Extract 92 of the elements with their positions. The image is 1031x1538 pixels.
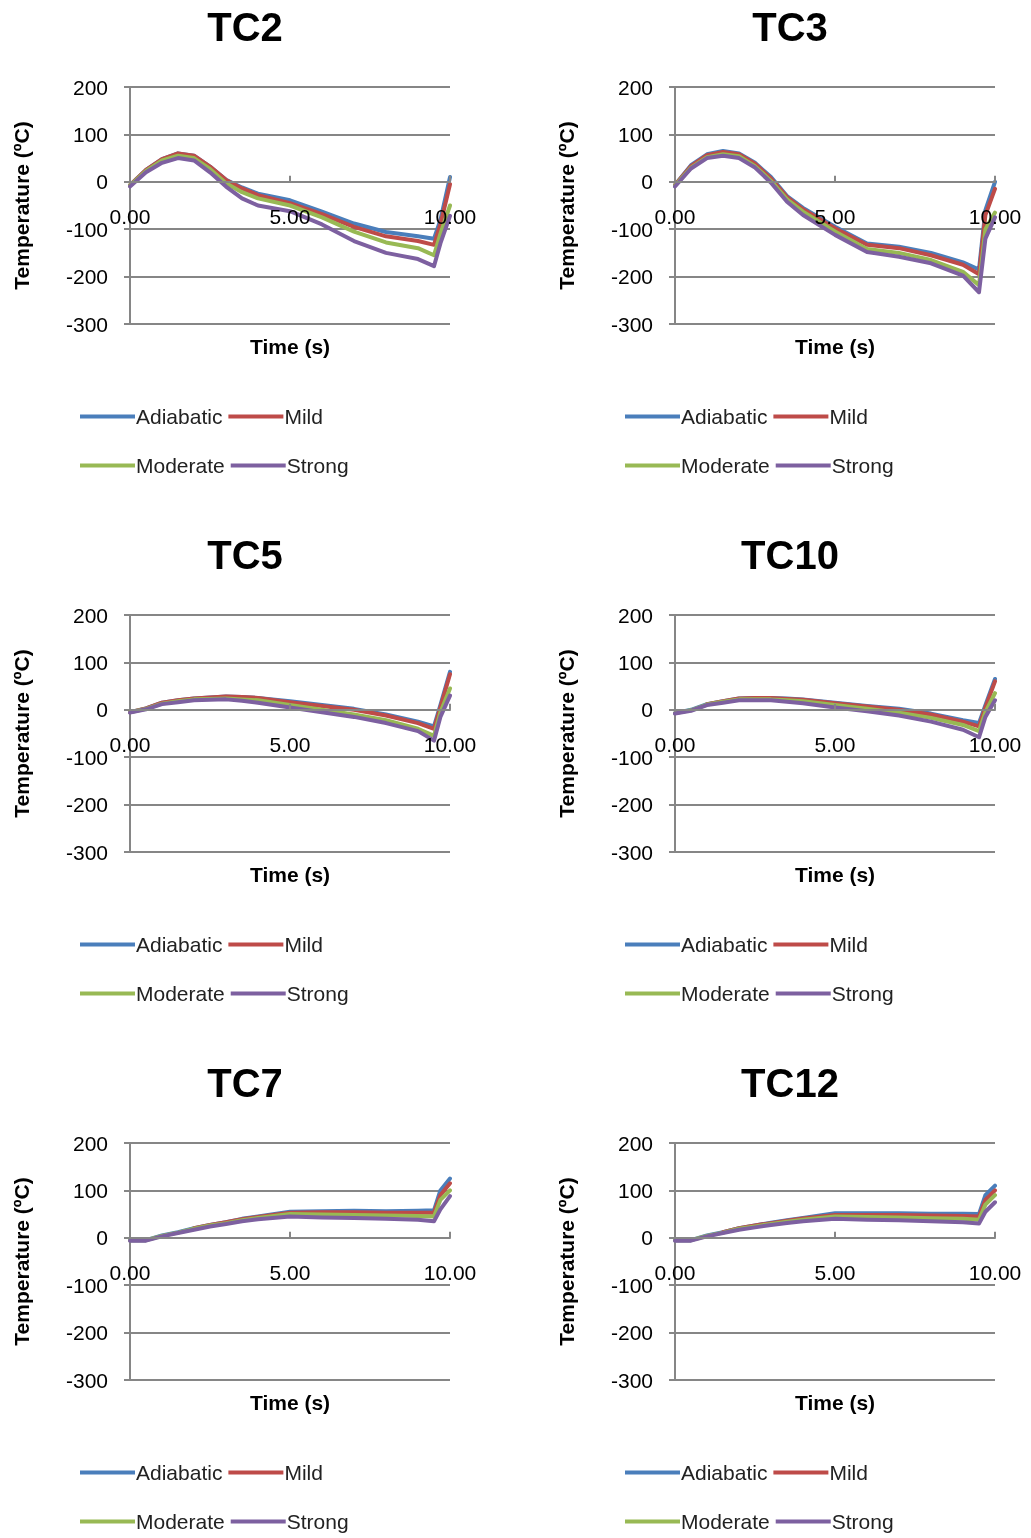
x-tick-label: 5.00	[269, 1260, 311, 1284]
legend-label: Mild	[829, 933, 868, 956]
y-tick-label: 0	[641, 1226, 653, 1250]
x-tick-label: 0.00	[654, 1260, 696, 1284]
x-tick-label: 0.00	[109, 204, 151, 228]
y-tick-label: -100	[610, 217, 653, 241]
legend-label: Mild	[284, 933, 323, 956]
chart-title: TC5	[207, 533, 283, 577]
legend-label: Moderate	[681, 1510, 770, 1533]
y-tick-label: -300	[610, 312, 653, 336]
chart-title: TC2	[207, 5, 283, 49]
y-tick-label: -200	[65, 793, 108, 817]
legend-label: Strong	[831, 982, 894, 1005]
legend-label: Moderate	[136, 982, 225, 1005]
legend-label: Adiabatic	[136, 405, 223, 428]
y-tick-label: -300	[65, 840, 108, 864]
x-tick-label: 5.00	[814, 1260, 856, 1284]
y-tick-label: -300	[65, 312, 108, 336]
y-tick-label: 100	[72, 1178, 108, 1202]
chart-title: TC3	[752, 5, 828, 49]
legend-label: Adiabatic	[136, 933, 223, 956]
y-tick-label: 0	[641, 170, 653, 194]
x-tick-label: 5.00	[814, 732, 856, 756]
x-tick-label: 10.00	[423, 732, 477, 756]
legend-label: Strong	[831, 1510, 894, 1533]
legend-label: Mild	[829, 405, 868, 428]
x-axis-title: Time (s)	[249, 1391, 331, 1414]
legend-label: Mild	[284, 405, 323, 428]
legend-label: Moderate	[136, 454, 225, 477]
y-tick-label: -200	[610, 265, 653, 289]
y-tick-label: -100	[610, 745, 653, 769]
legend-label: Mild	[284, 1461, 323, 1484]
y-tick-label: -300	[65, 1368, 108, 1392]
x-axis-title: Time (s)	[249, 863, 331, 886]
y-tick-label: 100	[72, 122, 108, 146]
legend-label: Moderate	[681, 454, 770, 477]
y-tick-label: -100	[65, 1273, 108, 1297]
y-tick-label: -100	[65, 217, 108, 241]
legend-label: Strong	[286, 454, 349, 477]
y-tick-label: 0	[641, 698, 653, 722]
chart-title: TC10	[741, 533, 839, 577]
y-tick-label: 200	[617, 1131, 653, 1155]
y-tick-label: 100	[617, 122, 653, 146]
y-tick-label: 200	[72, 603, 108, 627]
x-axis-title: Time (s)	[249, 335, 331, 358]
y-tick-label: -300	[610, 840, 653, 864]
y-tick-label: 200	[72, 1131, 108, 1155]
x-tick-label: 10.00	[968, 732, 1022, 756]
y-tick-label: 0	[96, 170, 108, 194]
x-tick-label: 0.00	[654, 204, 696, 228]
y-axis-title: Temperature (ºC)	[555, 649, 578, 818]
legend-label: Adiabatic	[136, 1461, 223, 1484]
y-tick-label: 100	[617, 650, 653, 674]
legend-label: Adiabatic	[681, 1461, 768, 1484]
x-tick-label: 0.00	[654, 732, 696, 756]
x-axis-title: Time (s)	[794, 863, 876, 886]
legend-label: Moderate	[681, 982, 770, 1005]
y-tick-label: 100	[617, 1178, 653, 1202]
chart-title: TC7	[207, 1061, 283, 1105]
y-tick-label: -200	[610, 1321, 653, 1345]
y-tick-label: -200	[65, 1321, 108, 1345]
y-axis-title: Temperature (ºC)	[555, 121, 578, 290]
y-axis-title: Temperature (ºC)	[10, 1177, 33, 1346]
y-tick-label: 0	[96, 698, 108, 722]
x-axis-title: Time (s)	[794, 1391, 876, 1414]
y-tick-label: 100	[72, 650, 108, 674]
x-tick-label: 5.00	[269, 732, 311, 756]
y-axis-title: Temperature (ºC)	[10, 649, 33, 818]
y-tick-label: 200	[617, 75, 653, 99]
y-tick-label: 0	[96, 1226, 108, 1250]
y-tick-label: -300	[610, 1368, 653, 1392]
legend-label: Strong	[286, 1510, 349, 1533]
y-tick-label: -200	[610, 793, 653, 817]
legend-label: Adiabatic	[681, 405, 768, 428]
y-axis-title: Temperature (ºC)	[555, 1177, 578, 1346]
y-tick-label: -100	[610, 1273, 653, 1297]
legend-label: Mild	[829, 1461, 868, 1484]
x-axis-title: Time (s)	[794, 335, 876, 358]
y-tick-label: -100	[65, 745, 108, 769]
y-tick-label: 200	[72, 75, 108, 99]
legend-label: Strong	[286, 982, 349, 1005]
x-tick-label: 0.00	[109, 732, 151, 756]
y-tick-label: -200	[65, 265, 108, 289]
legend-label: Adiabatic	[681, 933, 768, 956]
x-tick-label: 10.00	[968, 1260, 1022, 1284]
legend-label: Strong	[831, 454, 894, 477]
y-axis-title: Temperature (ºC)	[10, 121, 33, 290]
x-tick-label: 10.00	[423, 1260, 477, 1284]
legend-label: Moderate	[136, 1510, 225, 1533]
y-tick-label: 200	[617, 603, 653, 627]
x-tick-label: 0.00	[109, 1260, 151, 1284]
chart-title: TC12	[741, 1061, 839, 1105]
